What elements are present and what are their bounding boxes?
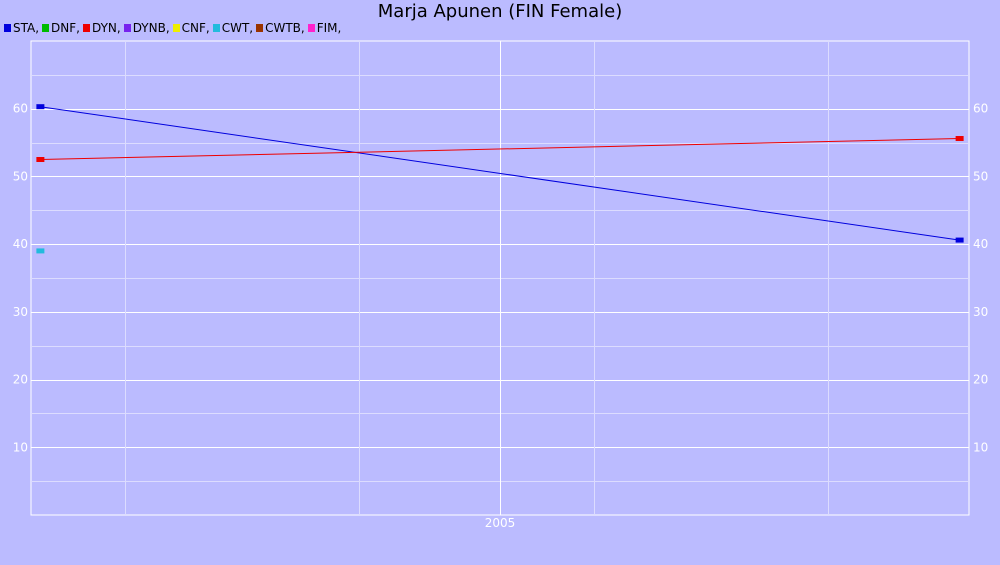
legend-label: CNF, [181,21,210,35]
y-tick-label-right: 10 [973,440,988,454]
y-tick-label-right: 20 [973,373,988,387]
legend-swatch [42,24,50,32]
y-tick-label-left: 20 [13,373,28,387]
legend: STA, DNF, DYN, DYNB, CNF, CWT, CWTB, FIM, [4,20,344,36]
legend-label: DNF, [51,21,80,35]
legend-item-dyn: DYN, [82,20,121,36]
legend-label: STA, [13,21,40,35]
y-tick-label-right: 40 [973,237,988,251]
legend-label: DYNB, [132,21,170,35]
y-tick-label-left: 60 [13,102,28,116]
data-point-sta [36,104,45,110]
series-line-dyn [40,138,960,160]
data-point-dyn [36,157,45,162]
y-tick-label-right: 30 [973,305,988,319]
legend-swatch [172,24,180,32]
legend-item-sta: STA, [4,20,39,36]
legend-item-cnf: CNF, [172,20,210,36]
chart-title: Marja Apunen (FIN Female) [377,1,623,22]
data-point-cwt [36,248,45,254]
legend-label: FIM, [316,21,342,35]
y-tick-label-right: 60 [973,102,988,116]
series-line-sta [40,106,960,241]
y-tick-label-left: 30 [13,305,28,319]
legend-item-fim: FIM, [307,20,342,36]
legend-label: CWTB, [265,21,305,35]
x-tick-label: 2005 [485,516,516,530]
legend-label: DYN, [91,21,121,35]
legend-swatch [4,24,11,32]
y-tick-label-right: 50 [973,169,988,183]
legend-swatch [123,24,131,32]
data-point-dyn [955,136,964,142]
legend-item-cwtb: CWTB, [256,20,305,36]
legend-swatch [256,24,264,32]
y-tick-label-left: 40 [13,237,28,251]
data-point-sta [955,237,964,243]
legend-item-dynb: DYNB, [123,20,170,36]
legend-swatch [212,24,220,32]
legend-item-dnf: DNF, [42,20,80,36]
y-tick-label-left: 10 [13,440,28,454]
legend-swatch [82,24,90,32]
legend-swatch [307,24,315,32]
legend-label: CWT, [221,21,254,35]
legend-item-cwt: CWT, [212,20,254,36]
y-tick-label-left: 50 [13,169,28,183]
